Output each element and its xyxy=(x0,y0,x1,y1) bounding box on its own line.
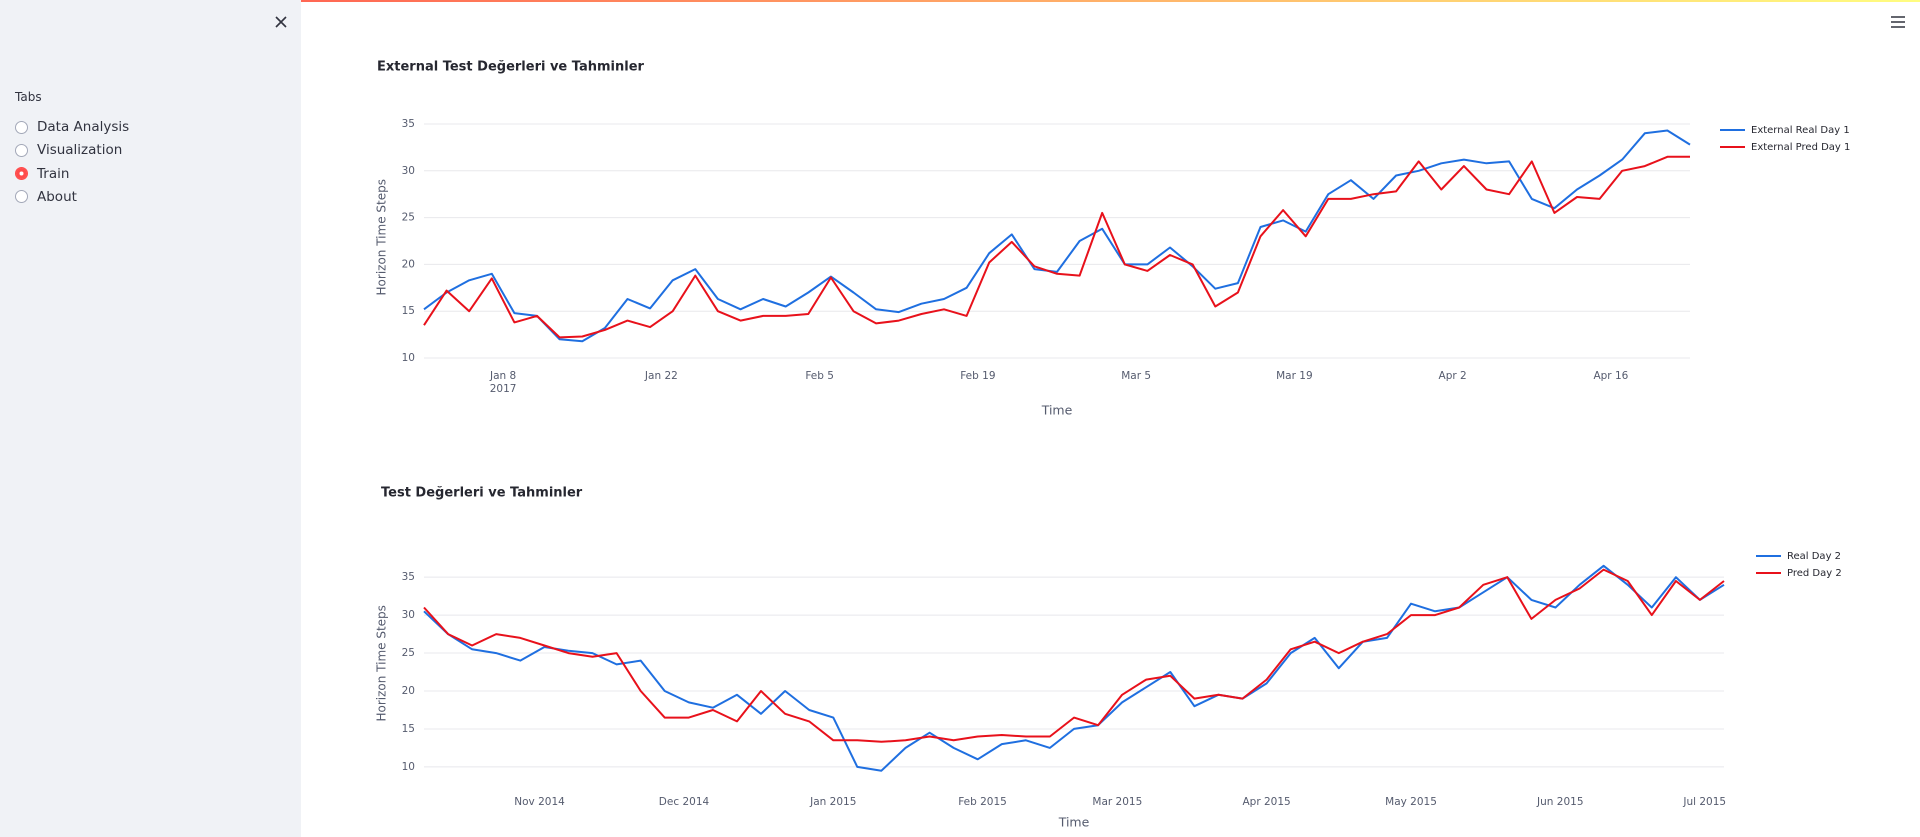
legend-label: Real Day 2 xyxy=(1787,551,1841,562)
radio-button[interactable] xyxy=(15,190,28,204)
x-tick-label: Jun 2015 xyxy=(1536,796,1583,808)
y-axis-title: Horizon Time Steps xyxy=(375,605,389,721)
radio-option[interactable]: Train xyxy=(15,163,69,185)
x-axis-title: Time xyxy=(1058,815,1090,830)
x-tick-label: Jul 2015 xyxy=(1682,796,1726,808)
x-tick-label: Feb 5 xyxy=(805,370,834,382)
x-tick-sublabel: 2017 xyxy=(490,383,517,395)
y-tick-label: 30 xyxy=(402,165,415,177)
radio-label: Data Analysis xyxy=(37,119,130,135)
x-tick-label: Mar 19 xyxy=(1276,370,1313,382)
y-axis-title: Horizon Time Steps xyxy=(375,179,389,295)
radio-option[interactable]: Data Analysis xyxy=(15,116,129,138)
series-line xyxy=(423,155,1690,339)
top-decoration xyxy=(0,0,1920,2)
series-line xyxy=(423,564,1725,772)
legend-label: Pred Day 2 xyxy=(1787,568,1842,579)
y-tick-label: 10 xyxy=(402,352,415,364)
radio-option[interactable]: About xyxy=(15,186,77,208)
x-tick-label: Jan 22 xyxy=(644,370,678,382)
x-tick-label: Apr 2015 xyxy=(1242,796,1290,808)
chart-title: Test Değerleri ve Tahminler xyxy=(381,486,583,501)
y-tick-label: 15 xyxy=(402,305,415,317)
y-tick-label: 30 xyxy=(402,609,415,621)
y-tick-label: 20 xyxy=(402,258,415,270)
close-sidebar-button[interactable] xyxy=(270,11,292,33)
radio-button[interactable] xyxy=(15,120,28,134)
radio-button[interactable] xyxy=(15,143,28,157)
main-menu-button[interactable] xyxy=(1888,14,1908,30)
y-tick-label: 20 xyxy=(402,685,415,697)
x-tick-label: Jan 2015 xyxy=(809,796,856,808)
series-line xyxy=(423,568,1725,743)
x-tick-label: Feb 19 xyxy=(960,370,995,382)
radio-button[interactable] xyxy=(15,167,28,181)
x-tick-label: Jan 8 xyxy=(489,370,516,382)
x-tick-label: Apr 16 xyxy=(1593,370,1628,382)
x-tick-label: Dec 2014 xyxy=(659,796,710,808)
chart-title: External Test Değerleri ve Tahminler xyxy=(377,60,645,75)
sidebar: Tabs Data Analysis Visualization Train Abou… xyxy=(0,0,301,837)
x-axis-title: Time xyxy=(1041,403,1073,418)
x-tick-label: Apr 2 xyxy=(1439,370,1467,382)
y-tick-label: 25 xyxy=(402,647,415,659)
radio-option[interactable]: Visualization xyxy=(15,139,122,161)
radio-label: Train xyxy=(37,165,70,182)
y-tick-label: 25 xyxy=(402,212,415,224)
x-tick-label: Nov 2014 xyxy=(514,796,565,808)
x-tick-label: Mar 5 xyxy=(1121,370,1151,382)
radio-label: About xyxy=(37,188,77,205)
series-line xyxy=(423,129,1691,343)
y-tick-label: 35 xyxy=(402,571,415,583)
legend-label: External Pred Day 1 xyxy=(1751,142,1850,153)
radio-group-label: Tabs xyxy=(15,90,42,104)
y-tick-label: 10 xyxy=(402,761,415,773)
radio-label: Visualization xyxy=(37,142,123,159)
main-area: External Test Değerleri ve Tahminler 10 15… xyxy=(375,60,1851,830)
x-tick-label: Feb 2015 xyxy=(958,796,1007,808)
x-tick-label: May 2015 xyxy=(1385,796,1437,808)
y-tick-label: 35 xyxy=(402,118,415,130)
y-tick-label: 15 xyxy=(402,723,415,735)
legend-label: External Real Day 1 xyxy=(1751,125,1850,136)
x-tick-label: Mar 2015 xyxy=(1092,796,1142,808)
